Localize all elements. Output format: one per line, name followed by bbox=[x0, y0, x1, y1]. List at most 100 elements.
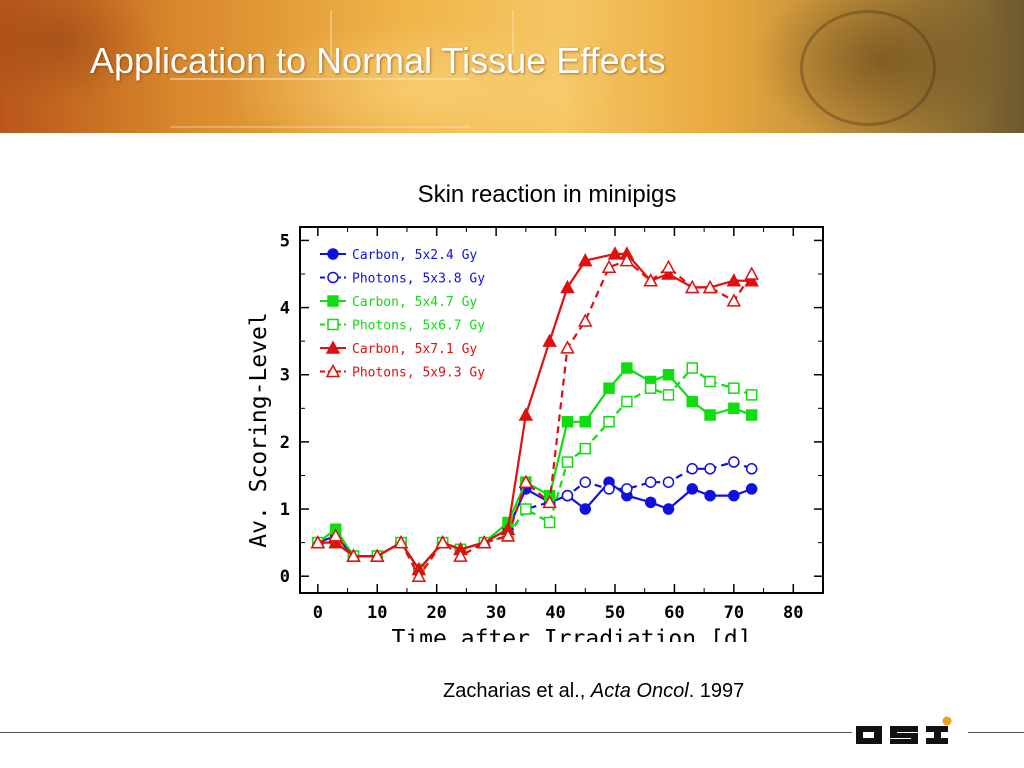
y-tick-label: 5 bbox=[280, 231, 290, 251]
legend-marker bbox=[327, 248, 339, 260]
series-line bbox=[317, 259, 753, 578]
legend-label: Carbon, 5x2.4 Gy bbox=[352, 248, 477, 263]
y-tick-label: 2 bbox=[280, 433, 290, 453]
x-tick-label: 30 bbox=[486, 603, 506, 623]
data-point bbox=[621, 362, 633, 374]
data-point bbox=[561, 416, 574, 428]
y-tick-label: 3 bbox=[280, 366, 290, 386]
legend-marker bbox=[327, 318, 339, 331]
y-tick-label: 4 bbox=[280, 299, 290, 319]
data-point bbox=[726, 273, 742, 287]
data-point bbox=[704, 489, 716, 502]
data-point bbox=[560, 340, 575, 354]
data-point bbox=[607, 246, 623, 260]
data-point bbox=[476, 535, 492, 549]
data-point bbox=[411, 568, 427, 582]
legend-label: Carbon, 5x7.1 Gy bbox=[352, 342, 477, 357]
data-point bbox=[518, 474, 534, 488]
data-point bbox=[702, 279, 718, 294]
data-point bbox=[662, 476, 675, 488]
data-point bbox=[579, 476, 592, 488]
data-point bbox=[603, 483, 615, 495]
chart-heading: Skin reaction in minipigs bbox=[417, 181, 677, 208]
gsi-logo bbox=[856, 716, 952, 744]
x-tick-label: 10 bbox=[367, 603, 387, 623]
data-point bbox=[662, 389, 675, 401]
data-point bbox=[578, 313, 593, 327]
data-point bbox=[520, 503, 532, 515]
data-point bbox=[728, 382, 740, 394]
data-point bbox=[601, 259, 617, 274]
data-point bbox=[661, 266, 676, 280]
data-point bbox=[644, 476, 657, 488]
data-point bbox=[518, 407, 534, 421]
data-point bbox=[328, 535, 343, 549]
x-tick-label: 50 bbox=[605, 603, 625, 623]
data-point bbox=[745, 389, 758, 401]
data-point bbox=[704, 463, 716, 475]
x-tick-label: 20 bbox=[426, 603, 446, 623]
data-point bbox=[728, 456, 740, 468]
data-point bbox=[644, 382, 657, 394]
y-tick-label: 0 bbox=[280, 567, 290, 587]
data-point bbox=[542, 333, 557, 347]
data-point bbox=[603, 416, 615, 428]
data-point bbox=[310, 535, 326, 549]
citation-year: . 1997 bbox=[688, 680, 745, 702]
line-chart: 0 10 20 30 40 50 60 70 80 0 1 2 3 4 5 Time after Irradi… bbox=[246, 226, 824, 642]
legend-label: Photons, 5x9.3 Gy bbox=[352, 366, 485, 381]
data-point bbox=[744, 266, 759, 280]
data-point bbox=[662, 368, 675, 381]
slide-title: Application to Normal Tissue Effects bbox=[90, 40, 666, 81]
data-point bbox=[560, 279, 575, 294]
data-point bbox=[621, 483, 633, 495]
data-point bbox=[369, 548, 385, 562]
data-point bbox=[328, 528, 343, 542]
header-banner: Application to Normal Tissue Effects bbox=[0, 0, 1024, 133]
banner-decoration bbox=[170, 78, 470, 128]
data-point bbox=[745, 483, 758, 495]
x-tick-label: 60 bbox=[664, 603, 684, 623]
y-axis-label: Av. Scoring-Level bbox=[246, 312, 272, 547]
legend-label: Photons, 5x6.7 Gy bbox=[352, 319, 485, 334]
data-point bbox=[543, 516, 556, 529]
banner-decoration bbox=[800, 10, 936, 126]
legend-marker bbox=[327, 295, 339, 307]
plot-frame bbox=[299, 226, 824, 594]
legend-label: Carbon, 5x4.7 Gy bbox=[352, 295, 477, 310]
data-point bbox=[686, 463, 698, 475]
data-point bbox=[393, 535, 409, 549]
data-point bbox=[643, 273, 658, 287]
data-point bbox=[661, 259, 676, 274]
data-point bbox=[728, 402, 740, 415]
data-point bbox=[686, 362, 698, 374]
x-axis-label: Time after Irradiation [d] bbox=[391, 626, 751, 642]
data-point bbox=[704, 375, 716, 388]
citation-journal: Acta Oncol bbox=[590, 680, 689, 702]
legend-marker bbox=[327, 271, 339, 284]
data-point bbox=[346, 548, 361, 562]
x-tick-label: 80 bbox=[783, 603, 803, 623]
data-point bbox=[726, 293, 742, 307]
data-point bbox=[579, 416, 592, 428]
legend-marker bbox=[325, 340, 341, 354]
data-point bbox=[453, 548, 468, 562]
data-point bbox=[621, 395, 633, 408]
data-point bbox=[745, 409, 758, 421]
data-point bbox=[578, 253, 593, 267]
citation: Zacharias et al., Acta Oncol. 1997 bbox=[443, 680, 744, 703]
data-point bbox=[579, 442, 592, 455]
series-line bbox=[317, 252, 752, 571]
x-tick-label: 0 bbox=[313, 603, 323, 623]
data-point bbox=[561, 489, 574, 502]
data-point bbox=[561, 456, 574, 468]
data-point bbox=[704, 409, 716, 421]
data-point bbox=[745, 463, 758, 475]
legend-marker bbox=[325, 363, 341, 378]
data-point bbox=[662, 503, 675, 515]
data-point bbox=[644, 496, 657, 509]
footer-divider bbox=[968, 732, 1024, 733]
data-point bbox=[684, 279, 700, 294]
data-point bbox=[500, 528, 516, 542]
legend-label: Photons, 5x3.8 Gy bbox=[352, 272, 485, 287]
